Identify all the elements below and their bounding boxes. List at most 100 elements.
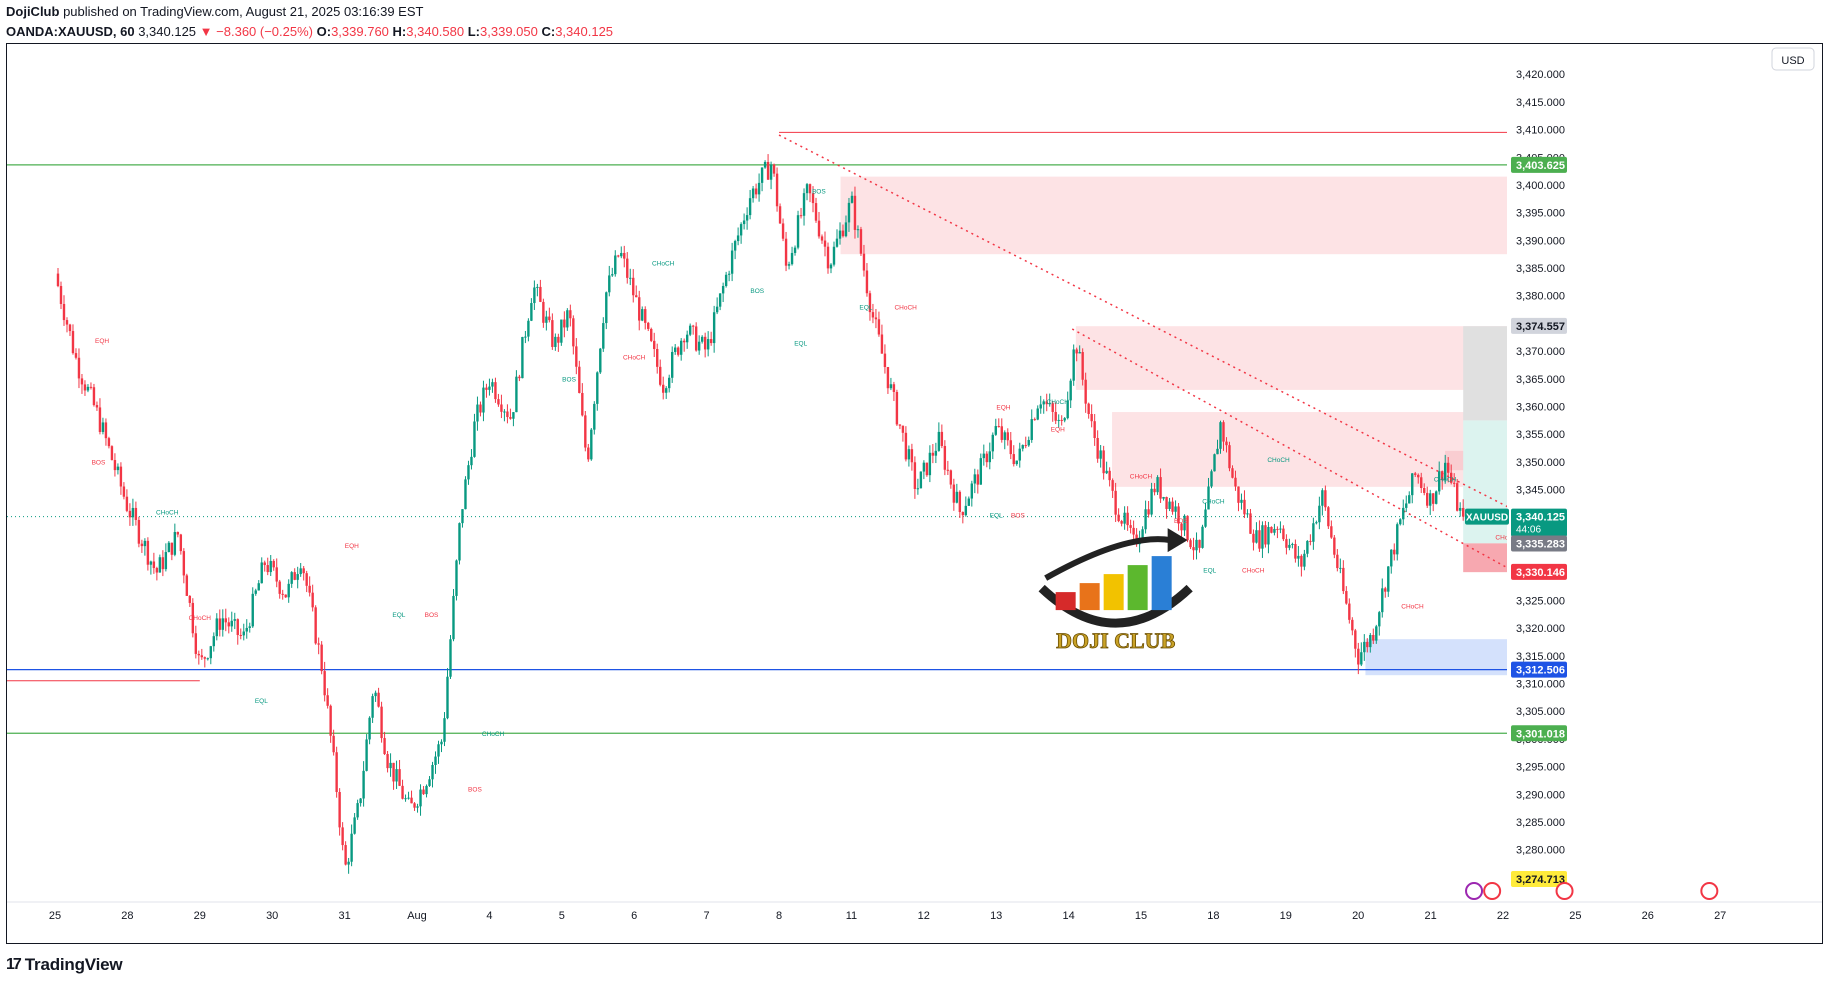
candle	[1273, 523, 1276, 536]
candle	[1201, 524, 1204, 549]
x-tick-label: 5	[559, 910, 565, 922]
candle	[1156, 475, 1159, 495]
candle-body	[1003, 432, 1006, 440]
candle	[1246, 509, 1249, 518]
candle	[575, 338, 578, 375]
candle	[676, 346, 680, 357]
candle	[796, 210, 800, 250]
candle-body	[158, 557, 162, 573]
tradingview-logo[interactable]: 17 TradingView	[6, 955, 123, 975]
candle-body	[410, 797, 413, 804]
candle-body	[341, 827, 344, 846]
position-risk-zone	[1463, 543, 1507, 573]
candle-body	[80, 378, 84, 385]
candle	[92, 383, 96, 407]
candle	[1219, 420, 1222, 454]
candle-body	[826, 246, 830, 269]
publisher-name[interactable]: DojiClub	[6, 4, 60, 19]
candle-body	[629, 277, 632, 279]
candle	[1018, 442, 1021, 468]
currency-label: USD	[1781, 55, 1804, 67]
candle	[641, 306, 644, 322]
candle-body	[1330, 526, 1333, 538]
candle	[1255, 522, 1258, 544]
candle-body	[769, 164, 773, 180]
symbol-interval[interactable]: OANDA:XAUUSD, 60	[6, 24, 135, 39]
candle	[706, 331, 710, 357]
candle	[392, 762, 395, 790]
candle-body	[1240, 499, 1243, 503]
candle	[191, 598, 195, 638]
candle	[455, 559, 458, 601]
candle	[673, 344, 677, 355]
candle	[1087, 402, 1090, 419]
smc-label-8: BOS	[425, 612, 439, 619]
candle	[1120, 519, 1123, 527]
price-chart[interactable]: Strong HighEQHBOSCHoCHCHoCHEQLEQHEQLBOSC…	[7, 44, 1822, 943]
candle-body	[446, 676, 449, 719]
candle-body	[1264, 525, 1267, 545]
candle-body	[1081, 352, 1084, 380]
candle-body	[799, 215, 803, 217]
high-value: 3,340.580	[406, 24, 465, 39]
candle-body	[1045, 401, 1048, 405]
candle-body	[1186, 515, 1189, 541]
candle-body	[1225, 441, 1228, 446]
candle-body	[530, 303, 533, 321]
candle	[682, 338, 686, 352]
candle	[407, 791, 410, 800]
us-flag-event-icon[interactable]	[1700, 882, 1719, 900]
candle	[907, 445, 911, 467]
candle-body	[227, 622, 230, 627]
candle-body	[539, 286, 542, 302]
candle-body	[940, 431, 944, 446]
candle-body	[338, 792, 341, 828]
candle	[1237, 486, 1240, 512]
smc-label-30: CHoCH	[1401, 604, 1424, 611]
smc-label-23: BOS	[1011, 512, 1025, 519]
candle-body	[218, 618, 221, 630]
us-flag-event-icon[interactable]	[1483, 882, 1502, 900]
candle-body	[353, 817, 356, 834]
x-tick-label: 12	[918, 910, 930, 922]
chart-frame[interactable]: Strong HighEQHBOSCHoCHCHoCHEQLEQHEQLBOSC…	[6, 43, 1823, 944]
candle-body	[1057, 419, 1060, 421]
candle-body	[922, 462, 926, 472]
candle	[1054, 402, 1057, 425]
candle-body	[326, 695, 329, 706]
candle-body	[245, 627, 248, 632]
candle-body	[311, 592, 314, 608]
candle	[509, 408, 512, 420]
us-flag-event-icon[interactable]	[1555, 882, 1574, 900]
green-level-lower-label	[1511, 725, 1567, 742]
candle-body	[323, 671, 326, 696]
candle	[925, 462, 929, 477]
candle	[80, 373, 84, 394]
lightning-event-icon[interactable]	[1465, 882, 1484, 900]
candle-body	[925, 462, 929, 476]
candle-body	[1411, 473, 1414, 496]
candle-body	[1273, 528, 1276, 533]
candle-body	[104, 422, 108, 439]
candle-body	[754, 188, 758, 195]
candle	[1354, 628, 1357, 658]
smc-label-17: EQL	[859, 305, 872, 312]
candle-body	[868, 293, 872, 313]
price-label-3335-text: 3,335.283	[1516, 538, 1565, 550]
candle	[859, 226, 863, 256]
candle	[919, 471, 923, 489]
candle-body	[551, 320, 554, 347]
candle-body	[65, 320, 69, 325]
candle	[1048, 393, 1051, 407]
candle	[1207, 477, 1210, 510]
candle-body	[829, 264, 833, 269]
candle-body	[1414, 473, 1417, 475]
candle-body	[1444, 462, 1447, 481]
currency-button[interactable]	[1771, 47, 1815, 71]
candle	[1189, 538, 1192, 550]
candle-body	[164, 552, 168, 570]
candle	[1360, 642, 1363, 667]
candle-body	[1123, 512, 1126, 524]
candle-body	[880, 334, 884, 354]
candle-body	[1276, 528, 1279, 530]
